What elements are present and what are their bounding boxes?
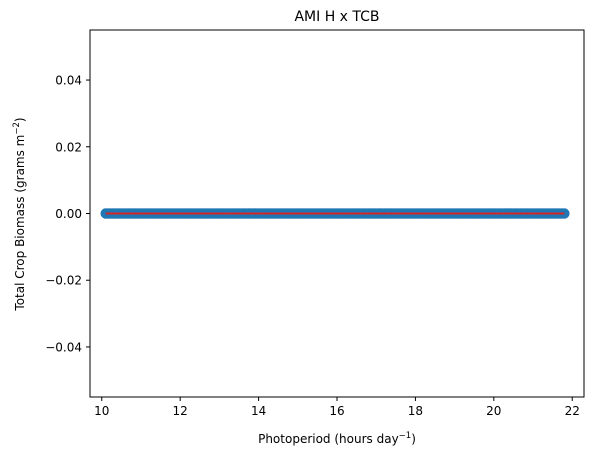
y-tick-label: −0.02: [45, 274, 82, 288]
y-tick-label: 0.02: [55, 140, 82, 154]
x-axis-ticks: 10 12 14 16 18 20 22: [94, 397, 580, 418]
y-tick-label: 0.00: [55, 207, 82, 221]
y-axis-label: Total Crop Biomass (grams m−2): [12, 117, 27, 311]
x-tick-label: 14: [251, 404, 266, 418]
x-tick-label: 12: [173, 404, 188, 418]
plot-area: [100, 208, 570, 219]
chart-title: AMI H x TCB: [294, 9, 379, 25]
x-axis-label: Photoperiod (hours day−1): [258, 431, 416, 446]
x-tick-label: 10: [94, 404, 109, 418]
y-tick-label: 0.04: [55, 74, 82, 88]
x-tick-label: 22: [565, 404, 580, 418]
x-tick-label: 20: [486, 404, 501, 418]
x-tick-label: 16: [329, 404, 344, 418]
x-tick-label: 18: [408, 404, 423, 418]
y-axis-ticks: −0.04 −0.02 0.00 0.02 0.04: [45, 74, 90, 354]
y-tick-label: −0.04: [45, 340, 82, 354]
